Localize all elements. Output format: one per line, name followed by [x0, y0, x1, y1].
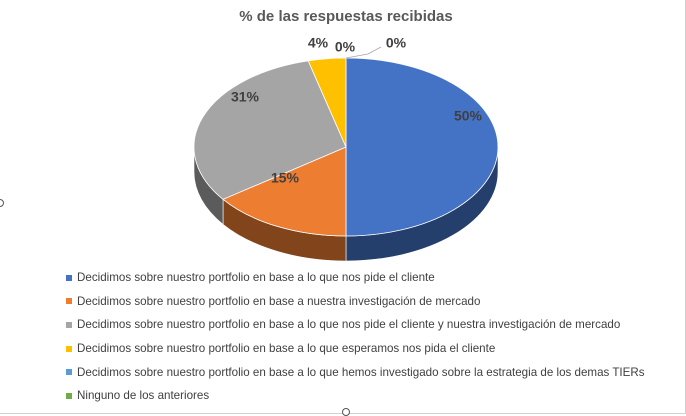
chart-title: % de las respuestas recibidas	[239, 8, 452, 25]
pie-slice-0	[345, 57, 499, 237]
legend-swatch-1	[66, 298, 72, 305]
legend-label-2: Decidimos sobre nuestro portfolio en bas…	[77, 318, 621, 332]
legend-entry-4: Decidimos sobre nuestro portfolio en bas…	[66, 360, 645, 384]
legend-entry-1: Decidimos sobre nuestro portfolio en bas…	[66, 290, 645, 314]
legend-entry-0: Decidimos sobre nuestro portfolio en bas…	[66, 266, 645, 290]
data-label-0: 50%	[454, 108, 483, 124]
legend-label-5: Ninguno de los anteriores	[77, 389, 210, 403]
data-label-5: 0%	[386, 35, 407, 51]
data-label-2: 31%	[231, 89, 260, 105]
legend-swatch-0	[66, 274, 72, 281]
legend-swatch-2	[66, 321, 72, 328]
legend-entry-3: Decidimos sobre nuestro portfolio en bas…	[66, 337, 645, 361]
pie-slice-2	[193, 60, 347, 200]
legend-label-4: Decidimos sobre nuestro portfolio en bas…	[77, 365, 645, 379]
legend-swatch-5	[66, 392, 72, 399]
legend-swatch-4	[66, 369, 72, 376]
chart-legend: Decidimos sobre nuestro portfolio en bas…	[66, 266, 645, 408]
legend-label-1: Decidimos sobre nuestro portfolio en bas…	[77, 294, 481, 308]
leader-line	[345, 46, 382, 59]
legend-swatch-3	[66, 345, 72, 352]
legend-entry-5: Ninguno de los anteriores	[66, 384, 645, 408]
data-label-3: 4%	[308, 35, 329, 51]
legend-label-0: Decidimos sobre nuestro portfolio en bas…	[77, 271, 435, 285]
pie-slice-1	[222, 146, 347, 237]
legend-label-3: Decidimos sobre nuestro portfolio en bas…	[77, 342, 496, 356]
data-label-1: 15%	[271, 170, 300, 186]
data-label-4: 0%	[335, 39, 356, 55]
pie-slice-3	[307, 57, 347, 148]
legend-entry-2: Decidimos sobre nuestro portfolio en bas…	[66, 313, 645, 337]
